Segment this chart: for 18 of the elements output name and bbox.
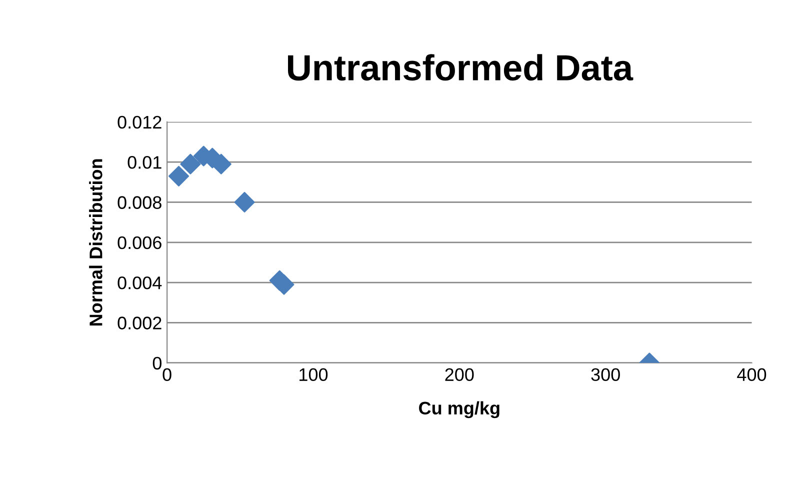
y-tick-label: 0.004 — [118, 276, 162, 290]
x-tick-label: 200 — [445, 368, 474, 382]
x-tick-label: 300 — [591, 368, 620, 382]
y-tick-label: 0.008 — [118, 196, 162, 209]
y-axis-title: Normal Distribution — [89, 159, 102, 326]
x-tick-label: 400 — [737, 368, 766, 382]
point — [180, 154, 201, 174]
x-tick-label: 0 — [162, 368, 172, 382]
y-tick-label: 0 — [152, 356, 162, 370]
x-axis-title: Cu mg/kg — [419, 401, 500, 418]
y-tick-label: 0.01 — [128, 156, 162, 169]
chart-title: Untransformed Data — [288, 54, 634, 81]
y-tick-label: 0.012 — [118, 116, 162, 129]
y-tick-label: 0.002 — [118, 316, 162, 330]
point — [168, 166, 190, 186]
y-tick-label: 0.006 — [118, 236, 162, 250]
point — [234, 192, 255, 213]
x-tick-label: 100 — [300, 368, 328, 382]
